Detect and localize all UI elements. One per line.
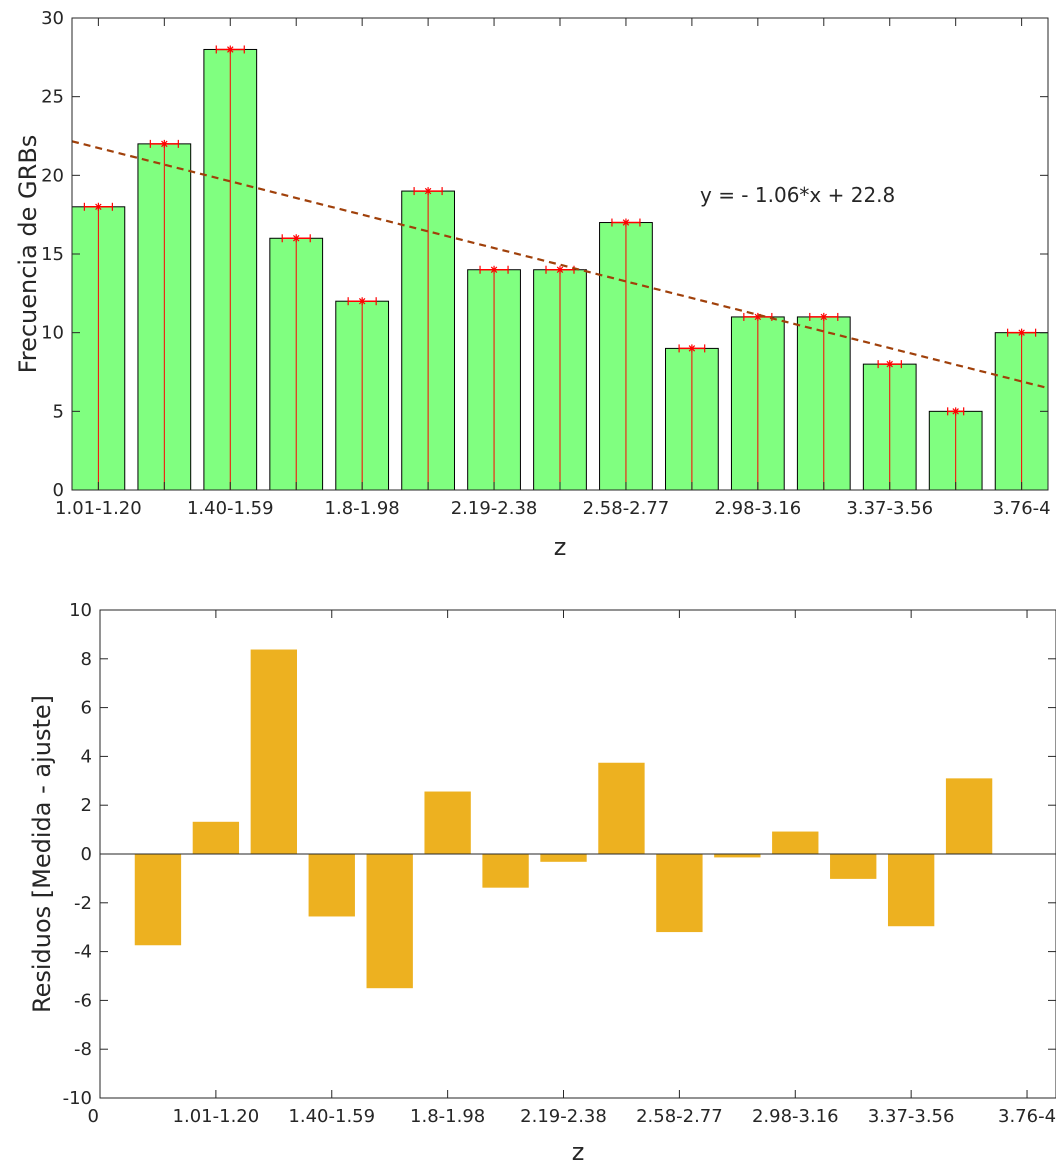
bar [887,854,935,927]
y-tick-label: -8 [74,1039,92,1060]
x-tick-label: 1.01-1.20 [173,1106,260,1127]
y-tick-label: 15 [41,244,64,265]
bar [830,854,877,879]
bar [192,821,240,854]
bar [772,831,819,854]
y-tick-label: -10 [63,1088,92,1109]
data-marker [226,45,235,54]
y-axis-label: Residuos [Medida - ajuste] [28,695,56,1013]
y-tick-label: 0 [53,480,64,501]
bar [424,791,471,854]
x-tick-label: 0 [88,1106,99,1127]
data-marker [951,407,960,416]
y-tick-label: 25 [41,87,64,108]
x-tick-label: 1.8-1.98 [410,1106,485,1127]
y-tick-label: 30 [41,8,64,29]
bar [598,762,645,854]
y-tick-label: 2 [81,795,92,816]
x-tick-label: 2.58-2.77 [583,498,670,519]
y-tick-label: 5 [53,401,64,422]
data-marker [885,360,894,369]
x-tick-label: 2.58-2.77 [636,1106,723,1127]
fit-equation: y = - 1.06*x + 22.8 [700,183,895,207]
bar [482,854,529,888]
x-tick-label: 1.40-1.59 [187,498,274,519]
x-axis-label: z [554,533,567,561]
data-marker [94,202,103,211]
y-tick-label: 8 [81,649,92,670]
bar [540,854,587,862]
x-axis-label: z [572,1138,585,1165]
x-tick-label: 2.98-3.16 [752,1106,839,1127]
bar [945,778,993,854]
data-marker [358,297,367,306]
x-tick-label: 3.76-4 [993,498,1051,519]
data-marker [292,234,301,243]
x-tick-label: 3.76-4 [998,1106,1056,1127]
y-tick-label: 4 [81,746,92,767]
data-marker [556,265,564,274]
data-marker [687,344,696,353]
chart-bottom [99,609,1056,1099]
data-marker [621,218,630,227]
y-tick-label: -4 [74,942,92,963]
x-tick-label: 2.19-2.38 [451,498,538,519]
data-marker [1017,328,1026,337]
y-tick-label: -2 [74,893,92,914]
data-marker [160,139,169,148]
data-marker [424,187,433,196]
bar [134,854,182,946]
y-tick-label: -6 [74,990,92,1011]
y-tick-label: 0 [81,844,92,865]
bar [714,854,761,858]
bar [250,649,297,854]
data-marker [819,312,828,321]
x-tick-label: 3.37-3.56 [868,1106,955,1127]
y-axis-label: Frecuencia de GRBs [14,135,42,374]
x-tick-label: 1.40-1.59 [288,1106,375,1127]
data-marker [753,312,762,321]
bar [308,854,355,917]
bar [656,854,703,933]
bar [366,854,413,989]
data-marker [490,265,499,274]
x-tick-label: 2.98-3.16 [715,498,802,519]
y-tick-label: 20 [41,165,64,186]
y-tick-label: 10 [69,600,92,621]
x-tick-label: 3.37-3.56 [846,498,933,519]
x-tick-label: 2.19-2.38 [520,1106,607,1127]
y-tick-label: 10 [41,323,64,344]
x-tick-label: 1.01-1.20 [55,498,142,519]
x-tick-label: 1.8-1.98 [325,498,400,519]
chart-top [71,17,1049,491]
y-tick-label: 6 [81,698,92,719]
